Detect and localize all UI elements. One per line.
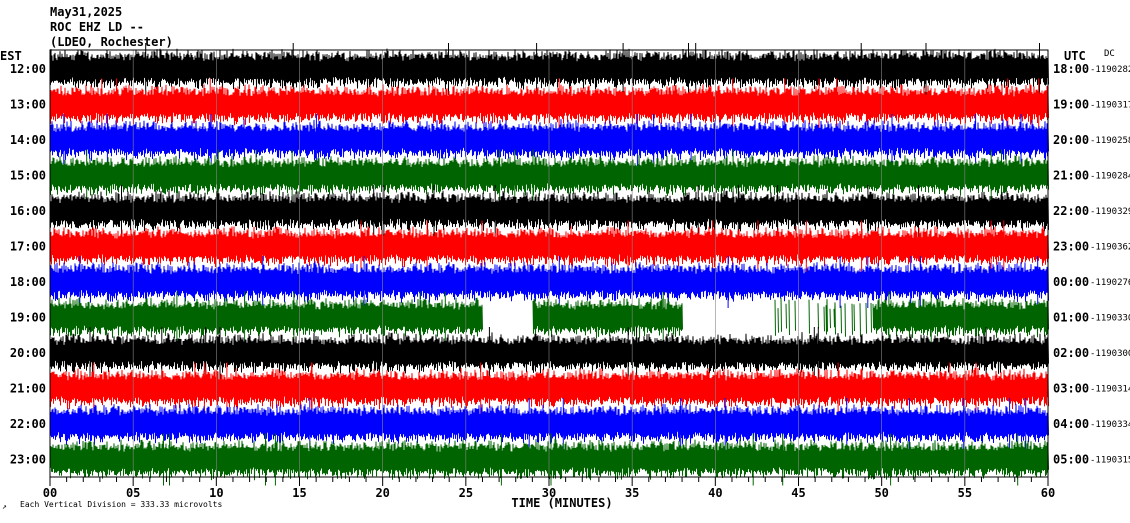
est-hour-label: 12:00 — [10, 62, 46, 76]
left-timezone-label: EST — [0, 49, 22, 63]
utc-hour-label: 02:00 — [1053, 346, 1089, 360]
dc-offset-label: -1190258 — [1090, 136, 1130, 146]
utc-hour-label: 20:00 — [1053, 133, 1089, 147]
x-tick-label: 15 — [292, 486, 306, 500]
x-axis: 00 05 10 15 20 25 30 35 40 45 50 55 60 — [43, 477, 1055, 500]
est-hour-label: 16:00 — [10, 204, 46, 218]
x-tick-label: 35 — [625, 486, 639, 500]
header-station: ROC EHZ LD -- — [50, 20, 144, 34]
dc-header-label: DC — [1104, 49, 1115, 59]
dc-offset-label: -1190330 — [1090, 314, 1130, 324]
est-hour-label: 19:00 — [10, 311, 46, 325]
utc-hour-label: 03:00 — [1053, 382, 1089, 396]
utc-hour-label: 19:00 — [1053, 98, 1089, 112]
utc-hour-label: 23:00 — [1053, 240, 1089, 254]
x-axis-label: TIME (MINUTES) — [511, 496, 612, 510]
x-tick-label: 60 — [1041, 486, 1055, 500]
x-tick-label: 40 — [708, 486, 722, 500]
x-tick-label: 55 — [958, 486, 972, 500]
utc-hour-label: 05:00 — [1053, 453, 1089, 467]
x-tick-label: 45 — [791, 486, 805, 500]
est-hour-label: 15:00 — [10, 169, 46, 183]
dc-offset-label: -1190329 — [1090, 207, 1130, 217]
x-tick-label: 05 — [126, 486, 140, 500]
est-hour-label: 23:00 — [10, 453, 46, 467]
right-timezone-label: UTC — [1064, 49, 1086, 63]
est-hour-label: 20:00 — [10, 346, 46, 360]
dc-offset-label: -1190315 — [1090, 456, 1130, 466]
trace-row-1900 — [49, 297, 1049, 339]
scale-note: Each Vertical Division = 333.33 microvol… — [20, 500, 222, 509]
dc-offset-label: -1190276 — [1090, 278, 1130, 288]
dc-offset-label: -1190314 — [1090, 385, 1130, 395]
est-hour-label: 18:00 — [10, 275, 46, 289]
x-tick-label: 20 — [375, 486, 389, 500]
header-network: (LDEO, Rochester) — [50, 35, 173, 49]
utc-hour-label: 18:00 — [1053, 62, 1089, 76]
x-tick-label: 00 — [43, 486, 57, 500]
est-hour-label: 17:00 — [10, 240, 46, 254]
scale-glyph: ↗ — [2, 502, 7, 511]
x-tick-label: 10 — [209, 486, 223, 500]
x-tick-label: 25 — [459, 486, 473, 500]
est-hour-label: 22:00 — [10, 417, 46, 431]
dc-offset-label: -1190284 — [1090, 172, 1130, 182]
header-date: May31,2025 — [50, 5, 122, 19]
est-hour-label: 14:00 — [10, 133, 46, 147]
utc-hour-label: 04:00 — [1053, 417, 1089, 431]
x-tick-label: 30 — [542, 486, 556, 500]
utc-hour-label: 00:00 — [1053, 275, 1089, 289]
dc-offset-label: -1190362 — [1090, 243, 1130, 253]
est-hour-label: 13:00 — [10, 98, 46, 112]
minute-gridlines — [132, 50, 966, 477]
dc-offset-label: -1190317 — [1090, 101, 1130, 111]
dc-offset-label: -1190334 — [1090, 420, 1130, 430]
utc-hour-label: 22:00 — [1053, 204, 1089, 218]
x-tick-label: 50 — [874, 486, 888, 500]
utc-hour-label: 01:00 — [1053, 311, 1089, 325]
utc-hour-label: 21:00 — [1053, 169, 1089, 183]
dc-offset-label: -1190282 — [1090, 65, 1130, 75]
est-hour-label: 21:00 — [10, 382, 46, 396]
dc-offset-label: -1190300 — [1090, 349, 1130, 359]
